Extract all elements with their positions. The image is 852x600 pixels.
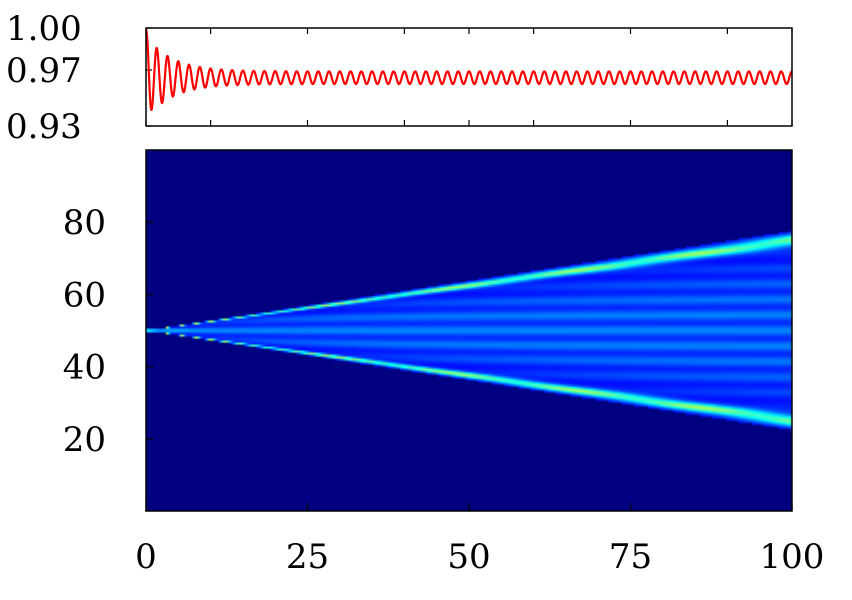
heatmap-y-tick-label: 80 (63, 203, 106, 243)
heatmap-y-tick-label: 40 (63, 348, 106, 388)
heatmap-y-ticks: 80 60 40 20 (63, 203, 154, 460)
top-y-tick-label: 1.00 (6, 9, 82, 49)
heatmap-x-ticks: 0 25 50 75 100 (135, 503, 824, 577)
top-y-ticks: 1.000.97 0.93 (6, 9, 152, 147)
heatmap-chart: 80 60 40 20 0 25 50 75 100 (63, 149, 824, 577)
heatmap-x-tick-label: 50 (447, 537, 490, 577)
top-y-tick-label: 0.93 (6, 107, 82, 147)
heatmap-x-tick-label: 75 (609, 537, 652, 577)
heatmap-y-tick-label: 20 (63, 420, 106, 460)
series-line (146, 28, 792, 112)
top-plot-frame (145, 27, 793, 127)
top-line-chart: 1.000.97 0.93 (6, 9, 793, 147)
heatmap-x-tick-label: 100 (760, 537, 825, 577)
heatmap-x-tick-label: 25 (286, 537, 329, 577)
heatmap-image (146, 150, 792, 511)
top-y-tick-label: 0.97 (6, 51, 82, 91)
top-plot-area (146, 28, 792, 126)
heatmap-x-tick-label: 0 (135, 537, 157, 577)
heatmap-y-tick-label: 60 (63, 275, 106, 315)
